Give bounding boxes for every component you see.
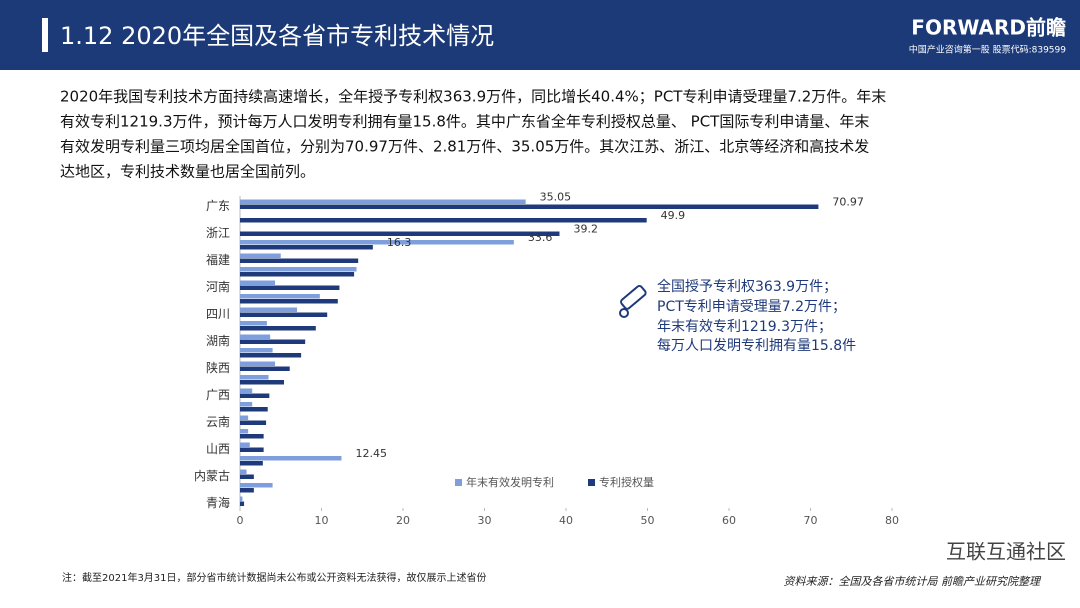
logo: FORWARD前瞻	[911, 16, 1066, 40]
bar	[240, 402, 253, 407]
bar	[240, 334, 271, 339]
bar	[240, 353, 302, 358]
paragraph-line: 达地区，专利技术数量也居全国前列。	[60, 163, 315, 181]
bar	[240, 258, 359, 263]
bar	[240, 299, 338, 304]
bar	[240, 204, 819, 209]
y-tick-label: 广西	[206, 388, 230, 402]
x-tick-label: 0	[237, 514, 244, 527]
value-label: 33.6	[528, 231, 553, 244]
footnote: 注：截至2021年3月31日，部分省市统计数据尚未公布或公开资料无法获得，故仅展…	[62, 571, 487, 584]
bar	[240, 312, 328, 317]
value-label: 39.2	[573, 223, 598, 236]
bar	[240, 380, 285, 385]
y-tick-label: 内蒙古	[194, 468, 230, 483]
y-tick-label: 湖南	[206, 333, 230, 348]
bar	[240, 366, 290, 371]
legend-swatch	[455, 479, 462, 486]
value-label: 70.97	[832, 196, 864, 209]
y-tick-label: 河南	[206, 279, 230, 294]
bar	[240, 267, 357, 272]
bar	[240, 434, 264, 439]
x-tick-label: 40	[559, 514, 573, 527]
bar	[240, 415, 249, 420]
x-tick-label: 60	[722, 514, 736, 527]
y-tick-label: 四川	[206, 307, 230, 321]
legend-label: 年末有效发明专利	[466, 475, 554, 489]
callout-line: 全国授予专利权363.9万件；	[657, 278, 837, 295]
bar	[240, 199, 526, 204]
header-title: 1.12 2020年全国及各省市专利技术情况	[60, 22, 494, 50]
y-tick-label: 青海	[206, 495, 230, 510]
chart: 0 10 20 30 40 50 60 70 80 广东 35.05 70.97 49.9 浙江 39.2 3…	[194, 191, 899, 528]
bar	[240, 272, 355, 277]
bar	[240, 501, 245, 506]
watermark: 互联互通社区	[946, 540, 1066, 564]
value-label: 16.3	[387, 236, 412, 249]
callout-line: PCT专利申请受理量7.2万件；	[657, 299, 846, 315]
bar	[240, 393, 270, 398]
y-tick-label: 云南	[206, 414, 230, 429]
callout-line: 每万人口发明专利拥有量15.8件	[657, 338, 856, 354]
callout-line: 年末有效专利1219.3万件；	[657, 319, 832, 335]
bar	[240, 496, 243, 501]
x-tick-label: 50	[641, 514, 655, 527]
header-accent	[42, 18, 48, 52]
bar	[240, 294, 320, 299]
y-tick-label: 浙江	[206, 226, 230, 240]
x-tick-label: 30	[478, 514, 492, 527]
bar	[240, 488, 254, 493]
bar	[240, 456, 342, 461]
bar	[240, 447, 264, 452]
bar	[240, 474, 254, 479]
header-bar	[0, 0, 1080, 70]
bar	[240, 407, 268, 412]
x-tick-label: 80	[885, 514, 899, 527]
y-tick-label: 福建	[206, 252, 230, 267]
bar	[240, 348, 273, 353]
value-label: 49.9	[661, 209, 686, 222]
x-tick-label: 20	[396, 514, 410, 527]
bar	[240, 361, 276, 366]
logo-sub: 中国产业咨询第一股 股票代码:839599	[909, 44, 1067, 56]
bar	[240, 307, 298, 312]
paragraph-line: 2020年我国专利技术方面持续高速增长，全年授予专利权363.9万件，同比增长4…	[60, 88, 886, 106]
bar	[240, 469, 247, 474]
bar	[240, 240, 514, 245]
legend-label: 专利授权量	[599, 475, 654, 489]
bar	[240, 326, 316, 331]
bar	[240, 321, 267, 326]
paragraph-line: 有效专利1219.3万件，预计每万人口发明专利拥有量15.8件。其中广东省全年专…	[60, 113, 869, 131]
x-tick-label: 10	[315, 514, 329, 527]
y-tick-label: 陕西	[206, 360, 230, 375]
bar	[240, 420, 267, 425]
legend-swatch	[588, 479, 595, 486]
bar	[240, 285, 340, 290]
bar	[240, 461, 263, 466]
y-tick-label: 山西	[206, 442, 230, 456]
bar	[240, 483, 273, 488]
x-tick-label: 70	[804, 514, 818, 527]
bar	[240, 429, 249, 434]
bar	[240, 442, 250, 447]
bar	[240, 253, 281, 258]
value-label: 35.05	[540, 191, 572, 204]
bar	[240, 339, 306, 344]
paragraph-line: 有效发明专利量三项均居全国首位，分别为70.97万件、2.81万件、35.05万…	[60, 138, 869, 156]
bar	[240, 388, 253, 393]
bar	[240, 280, 276, 285]
value-label: 12.45	[355, 447, 387, 460]
bar	[240, 375, 269, 380]
bar	[240, 231, 560, 236]
source: 资料来源：全国及各省市统计局 前瞻产业研究院整理	[784, 575, 1042, 588]
bar	[240, 218, 647, 223]
bar	[240, 245, 373, 250]
callout-icon	[619, 285, 647, 318]
y-tick-label: 广东	[206, 199, 230, 213]
